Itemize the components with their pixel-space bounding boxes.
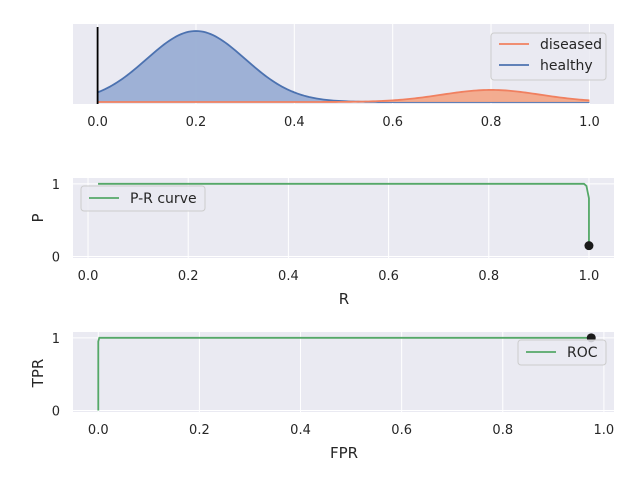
density-fill-diseased	[97, 89, 590, 102]
curve-roc	[97, 336, 592, 411]
y-tick-label: 0	[52, 251, 60, 266]
distribution-axes: 0.0 0.2 0.4 0.6 0.8 1.0 diseased healthy	[73, 24, 614, 130]
pr-axes: 0.0 0.2 0.4 0.6 0.8 1.0 0 1 R P P-R curve	[29, 178, 614, 308]
roc-y-axis-label: TPR	[29, 359, 47, 389]
roc-legend: ROC	[517, 339, 607, 366]
x-tick-label: 0.2	[186, 115, 207, 130]
x-tick-label: 0.0	[78, 269, 99, 284]
legend-frame	[80, 185, 206, 212]
x-tick-label: 0.8	[492, 423, 513, 438]
pr-x-axis-label: R	[339, 290, 349, 308]
x-tick-label: 1.0	[579, 269, 600, 284]
x-tick-label: 1.0	[594, 423, 615, 438]
density-line-diseased	[97, 89, 590, 103]
x-tick-label: 0.6	[391, 423, 412, 438]
x-tick-label: 0.6	[378, 269, 399, 284]
pr-legend: P-R curve	[80, 185, 206, 212]
x-tick-label: 0.6	[382, 115, 403, 130]
roc-axes: 0.0 0.2 0.4 0.6 0.8 1.0 0 1 FPR TPR ROC	[29, 332, 614, 462]
legend-frame	[517, 339, 607, 366]
roc-x-axis-label: FPR	[330, 444, 358, 462]
distribution-legend: diseased healthy	[490, 32, 607, 81]
x-tick-label: 0.0	[88, 423, 109, 438]
x-tick-label: 1.0	[579, 115, 600, 130]
legend-label-roc: ROC	[567, 345, 598, 361]
y-tick-label: 0	[52, 405, 60, 420]
x-tick-label: 0.4	[290, 423, 311, 438]
legend-label-diseased: diseased	[540, 37, 602, 53]
y-tick-label: 1	[52, 178, 60, 193]
curve-p-r-curve	[98, 182, 590, 246]
x-tick-label: 0.0	[87, 115, 108, 130]
x-tick-label: 0.2	[189, 423, 210, 438]
legend-label-healthy: healthy	[540, 58, 593, 74]
x-tick-label: 0.8	[478, 269, 499, 284]
x-tick-label: 0.4	[278, 269, 299, 284]
legend-label-pr-curve: P-R curve	[130, 191, 197, 207]
y-tick-label: 1	[52, 332, 60, 347]
pr-y-axis-label: P	[29, 213, 47, 222]
x-tick-label: 0.2	[178, 269, 199, 284]
x-tick-label: 0.4	[284, 115, 305, 130]
density-fill-healthy	[97, 31, 590, 102]
x-tick-label: 0.8	[481, 115, 502, 130]
operating-point-marker	[584, 241, 594, 251]
